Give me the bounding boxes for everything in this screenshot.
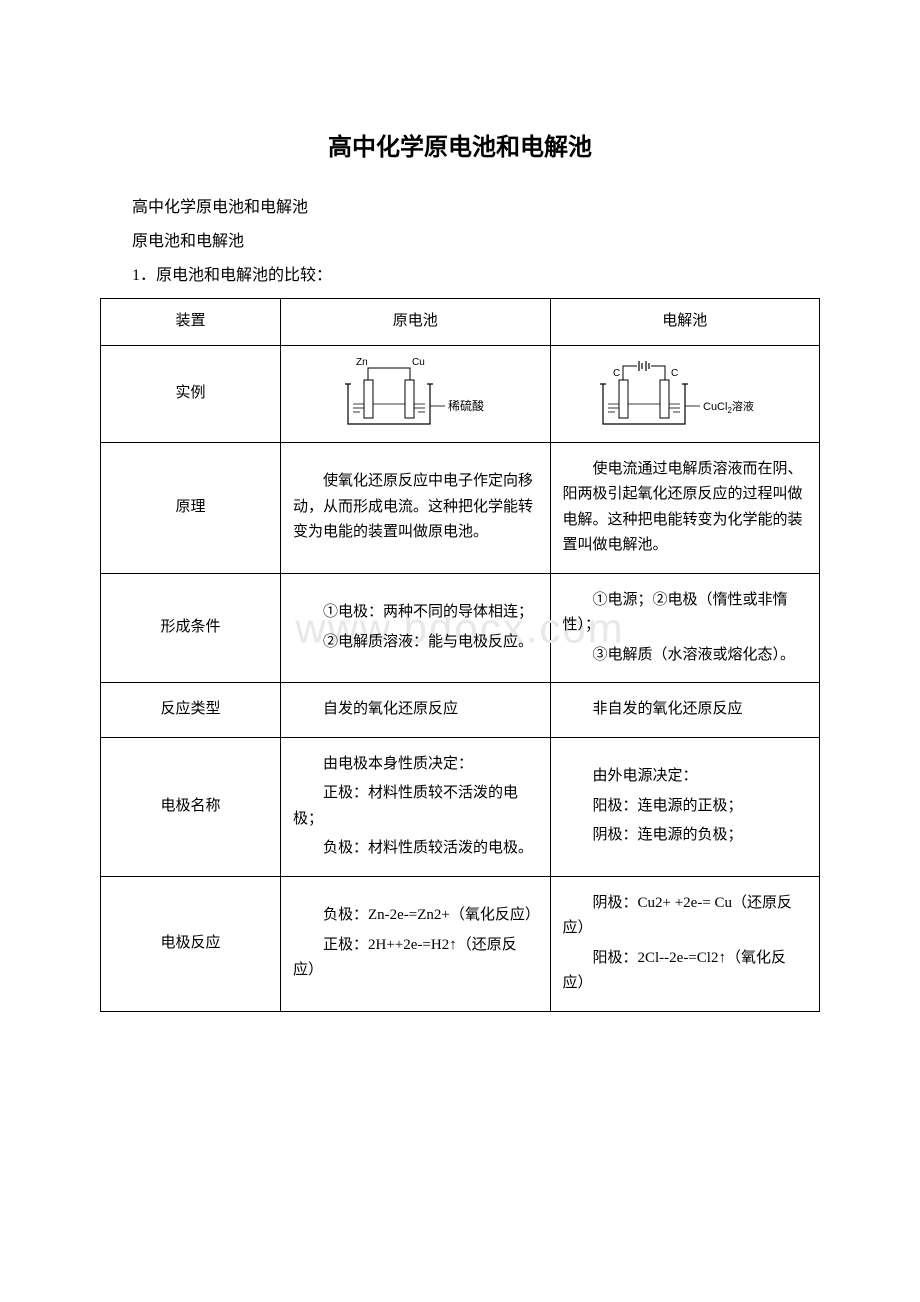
diagram-galvanic-cell: Zn Cu 稀硫酸 [281,345,551,442]
principle-electrolytic-text: 使电流通过电解质溶液而在阴、阳两极引起氧化还原反应的过程叫做电解。这种把电能转变… [563,457,808,559]
row-electrode-reaction: 电极反应 负极：Zn-2e-=Zn2+（氧化反应） 正极：2H++2e-=H2↑… [101,876,820,1011]
conditions-electrolytic-2: ③电解质（水溶液或熔化态）。 [563,643,808,669]
electrolytic-right-label: C [671,368,678,379]
electrode-name-galvanic-1: 由电极本身性质决定： [293,752,538,778]
galvanic-zn-label: Zn [356,357,368,368]
intro-line-2: 原电池和电解池 [100,230,820,254]
galvanic-diagram-icon: Zn Cu 稀硫酸 [320,354,510,434]
intro-line-1: 高中化学原电池和电解池 [100,196,820,220]
reaction-type-electrolytic-text: 非自发的氧化还原反应 [563,697,808,723]
conditions-galvanic: ①电极：两种不同的导体相连； ②电解质溶液：能与电极反应。 [281,573,551,683]
electrode-name-galvanic-3: 负极：材料性质较活泼的电极。 [293,836,538,862]
electrode-name-galvanic-2: 正极：材料性质较不活泼的电极； [293,781,538,832]
electrode-name-electrolytic-3: 阴极：连电源的负极； [563,823,808,849]
electrolytic-note: CuCl2溶液 [703,399,754,415]
electrode-reaction-electrolytic: 阴极：Cu2+ +2e-= Cu（还原反应） 阳极：2Cl--2e-=Cl2↑（… [550,876,820,1011]
label-electrode-name: 电极名称 [101,737,281,876]
label-reaction-type: 反应类型 [101,683,281,738]
intro-line-3: 1．原电池和电解池的比较： [100,264,820,288]
row-reaction-type: 反应类型 自发的氧化还原反应 非自发的氧化还原反应 [101,683,820,738]
conditions-galvanic-2: ②电解质溶液：能与电极反应。 [293,630,538,656]
conditions-electrolytic: ①电源；②电极（惰性或非惰性）； ③电解质（水溶液或熔化态）。 [550,573,820,683]
reaction-type-electrolytic: 非自发的氧化还原反应 [550,683,820,738]
conditions-galvanic-1: ①电极：两种不同的导体相连； [293,600,538,626]
label-electrode-reaction: 电极反应 [101,876,281,1011]
label-principle: 原理 [101,442,281,573]
reaction-type-galvanic-text: 自发的氧化还原反应 [293,697,538,723]
electrode-reaction-galvanic: 负极：Zn-2e-=Zn2+（氧化反应） 正极：2H++2e-=H2↑（还原反应… [281,876,551,1011]
header-col-device: 装置 [101,299,281,346]
conditions-electrolytic-1: ①电源；②电极（惰性或非惰性）； [563,588,808,639]
principle-galvanic-text: 使氧化还原反应中电子作定向移动，从而形成电流。这种把化学能转变为电能的装置叫做原… [293,469,538,546]
header-col-electrolytic: 电解池 [550,299,820,346]
principle-electrolytic: 使电流通过电解质溶液而在阴、阳两极引起氧化还原反应的过程叫做电解。这种把电能转变… [550,442,820,573]
header-col-galvanic: 原电池 [281,299,551,346]
reaction-type-galvanic: 自发的氧化还原反应 [281,683,551,738]
electrode-reaction-galvanic-1: 负极：Zn-2e-=Zn2+（氧化反应） [293,903,538,929]
electrode-name-electrolytic-2: 阳极：连电源的正极； [563,794,808,820]
label-example: 实例 [101,345,281,442]
diagram-electrolytic-cell: C C CuCl2溶液 [550,345,820,442]
comparison-table: 装置 原电池 电解池 实例 Zn Cu [100,298,820,1012]
row-example: 实例 Zn Cu 稀硫酸 [101,345,820,442]
electrode-name-electrolytic-1: 由外电源决定： [563,764,808,790]
galvanic-note: 稀硫酸 [448,398,484,413]
principle-galvanic: 使氧化还原反应中电子作定向移动，从而形成电流。这种把化学能转变为电能的装置叫做原… [281,442,551,573]
electrode-reaction-electrolytic-2: 阳极：2Cl--2e-=Cl2↑（氧化反应） [563,946,808,997]
row-principle: 原理 使氧化还原反应中电子作定向移动，从而形成电流。这种把化学能转变为电能的装置… [101,442,820,573]
comparison-table-wrap: 装置 原电池 电解池 实例 Zn Cu [100,298,820,1012]
electrode-reaction-galvanic-2: 正极：2H++2e-=H2↑（还原反应） [293,933,538,984]
row-conditions: www.bdocx.com 形成条件 ①电极：两种不同的导体相连； ②电解质溶液… [101,573,820,683]
electrode-name-electrolytic: 由外电源决定： 阳极：连电源的正极； 阴极：连电源的负极； [550,737,820,876]
electrolytic-diagram-icon: C C CuCl2溶液 [585,354,785,434]
document-title: 高中化学原电池和电解池 [100,130,820,166]
electrode-name-galvanic: 由电极本身性质决定： 正极：材料性质较不活泼的电极； 负极：材料性质较活泼的电极… [281,737,551,876]
electrode-reaction-electrolytic-1: 阴极：Cu2+ +2e-= Cu（还原反应） [563,891,808,942]
row-electrode-name: 电极名称 由电极本身性质决定： 正极：材料性质较不活泼的电极； 负极：材料性质较… [101,737,820,876]
galvanic-cu-label: Cu [412,357,425,368]
conditions-label-text: 形成条件 [160,619,220,635]
electrolytic-left-label: C [613,368,620,379]
label-conditions: www.bdocx.com 形成条件 [101,573,281,683]
table-header-row: 装置 原电池 电解池 [101,299,820,346]
